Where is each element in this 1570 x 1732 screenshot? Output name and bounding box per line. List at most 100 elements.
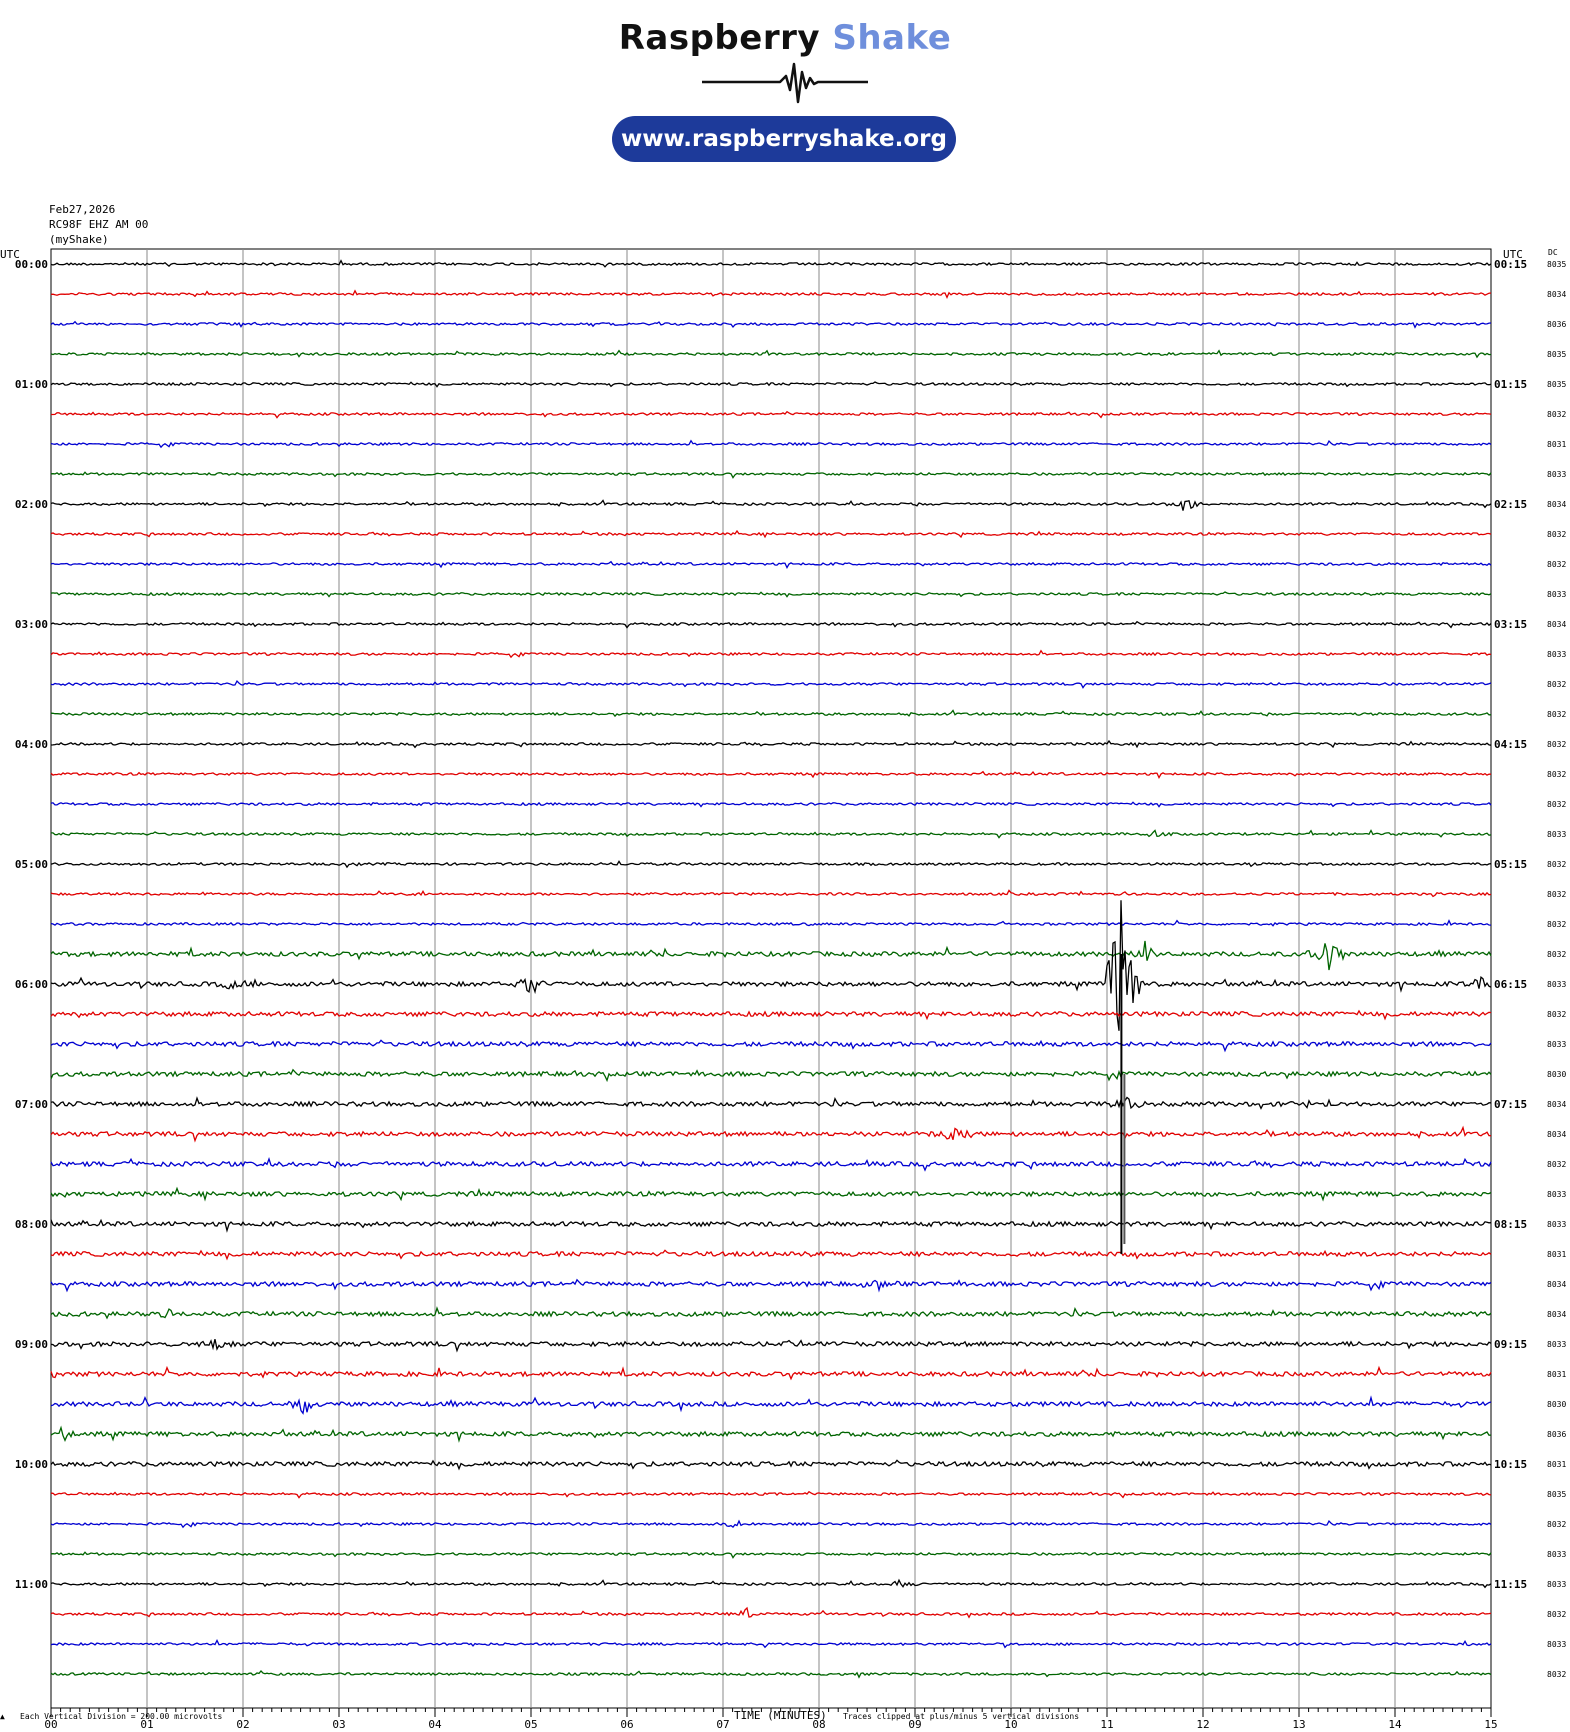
- dc-offset-label: 8033: [1547, 1640, 1566, 1649]
- hour-label-left: 08:00: [15, 1218, 48, 1231]
- hour-label-right: 01:15: [1494, 378, 1527, 391]
- x-tick-label: 06: [620, 1718, 633, 1731]
- trace-line: [50, 1278, 1492, 1293]
- dc-offset-label: 8031: [1547, 1460, 1566, 1469]
- hour-label-left: 01:00: [15, 378, 48, 391]
- x-tick-label: 13: [1292, 1718, 1305, 1731]
- dc-offset-label: 8033: [1547, 1040, 1566, 1049]
- trace-line: [50, 1639, 1492, 1649]
- seismo-wave-icon: [702, 62, 868, 104]
- trace-line: [50, 1218, 1492, 1233]
- record-date: Feb27,2026: [49, 203, 116, 216]
- trace-line: [50, 1551, 1492, 1559]
- dc-offset-label: 8032: [1547, 770, 1566, 779]
- hour-label-left: 00:00: [15, 258, 48, 271]
- trace-line: [50, 1578, 1492, 1589]
- trace-line: [50, 1249, 1492, 1261]
- dc-offset-label: 8032: [1547, 800, 1566, 809]
- trace-line: [50, 709, 1491, 718]
- station-info: Feb27,2026 RC98F EHZ AM 00 (myShake): [49, 202, 148, 247]
- trace-line: [50, 471, 1492, 479]
- dc-offset-label: 8035: [1547, 1490, 1566, 1499]
- trace-line: [50, 900, 1492, 1031]
- dc-offset-label: 8036: [1547, 320, 1566, 329]
- dc-offset-label: 8035: [1547, 380, 1566, 389]
- trace-line: [50, 1039, 1492, 1053]
- trace-line: [50, 289, 1492, 299]
- hour-label-left: 04:00: [15, 738, 48, 751]
- hour-label-right: 03:15: [1494, 618, 1527, 631]
- trace-line: [50, 439, 1492, 449]
- hour-label-right: 04:15: [1494, 738, 1527, 751]
- dc-offset-label: 8034: [1547, 1280, 1566, 1289]
- dc-offset-label: 8033: [1547, 1550, 1566, 1559]
- right-axis-header: UTC: [1503, 248, 1523, 261]
- website-link[interactable]: www.raspberryshake.org: [612, 116, 956, 162]
- hour-label-left: 05:00: [15, 858, 48, 871]
- dc-offset-label: 8032: [1547, 1160, 1566, 1169]
- hour-label-right: 05:15: [1494, 858, 1527, 871]
- trace-line: [50, 1606, 1492, 1619]
- trace-line: [50, 1459, 1492, 1471]
- clip-note: Traces clipped at plus/minus 5 vertical …: [843, 1712, 1080, 1721]
- hour-label-right: 10:15: [1494, 1458, 1527, 1471]
- hour-label-left: 07:00: [15, 1098, 48, 1111]
- trace-line: [50, 889, 1492, 898]
- dc-offset-label: 8032: [1547, 530, 1566, 539]
- dc-offset-label: 8034: [1547, 1310, 1566, 1319]
- dc-offset-label: 8033: [1547, 1190, 1566, 1199]
- brand-logo: Raspberry Shake: [0, 18, 1570, 58]
- trace-line: [50, 1068, 1492, 1083]
- hour-label-left: 03:00: [15, 618, 48, 631]
- trace-line: [50, 620, 1492, 629]
- dc-offset-label: 8032: [1547, 860, 1566, 869]
- trace-line: [50, 1125, 1492, 1143]
- hour-label-left: 09:00: [15, 1338, 48, 1351]
- hour-label-right: 06:15: [1494, 978, 1527, 991]
- trace-line: [50, 529, 1492, 539]
- dc-offset-label: 8032: [1547, 710, 1566, 719]
- dc-offset-label: 8032: [1547, 920, 1566, 929]
- dc-offset-label: 8036: [1547, 1430, 1566, 1439]
- dc-offset-label: 8032: [1547, 410, 1566, 419]
- trace-line: [51, 410, 1492, 419]
- trace-line: [50, 381, 1492, 388]
- brand-text-raspberry: Raspberry: [618, 18, 821, 58]
- trace-line: [51, 829, 1492, 839]
- dc-offset-label: 8032: [1547, 950, 1566, 959]
- trace-line: [50, 801, 1492, 808]
- brand-text-shake: Shake: [832, 18, 952, 58]
- dc-offset-label: 8030: [1547, 1400, 1566, 1409]
- dc-offset-label: 8032: [1547, 1010, 1566, 1019]
- hour-label-right: 00:15: [1494, 258, 1527, 271]
- dc-offset-label: 8032: [1547, 1670, 1566, 1679]
- dc-offset-label: 8034: [1547, 620, 1566, 629]
- dc-offset-label: 8032: [1547, 890, 1566, 899]
- dc-offset-label: 8035: [1547, 350, 1566, 359]
- x-tick-label: 09: [908, 1718, 921, 1731]
- trace-line: [50, 499, 1492, 511]
- trace-line: [50, 770, 1491, 780]
- hour-label-left: 06:00: [15, 978, 48, 991]
- x-tick-label: 04: [428, 1718, 442, 1731]
- trace-line: [50, 1186, 1492, 1202]
- dc-offset-label: 8031: [1547, 1250, 1566, 1259]
- hour-label-right: 11:15: [1494, 1578, 1527, 1591]
- trace-line: [50, 1490, 1492, 1499]
- x-tick-label: 03: [332, 1718, 345, 1731]
- plot-frame: [50, 248, 1492, 1709]
- hour-label-left: 10:00: [15, 1458, 48, 1471]
- dc-offset-label: 8032: [1547, 680, 1566, 689]
- x-tick-label: 10: [1004, 1718, 1017, 1731]
- trace-line: [50, 860, 1492, 869]
- dc-offset-label: 8033: [1547, 650, 1566, 659]
- hour-label-right: 08:15: [1494, 1218, 1527, 1231]
- x-tick-label: 00: [44, 1718, 57, 1731]
- x-tick-label: 02: [236, 1718, 249, 1731]
- dc-offset-label: 8032: [1547, 740, 1566, 749]
- dc-offset-label: 8033: [1547, 1220, 1566, 1229]
- station-id: RC98F EHZ AM 00: [49, 218, 149, 231]
- trace-line: [50, 560, 1492, 570]
- trace-line: [50, 1425, 1492, 1443]
